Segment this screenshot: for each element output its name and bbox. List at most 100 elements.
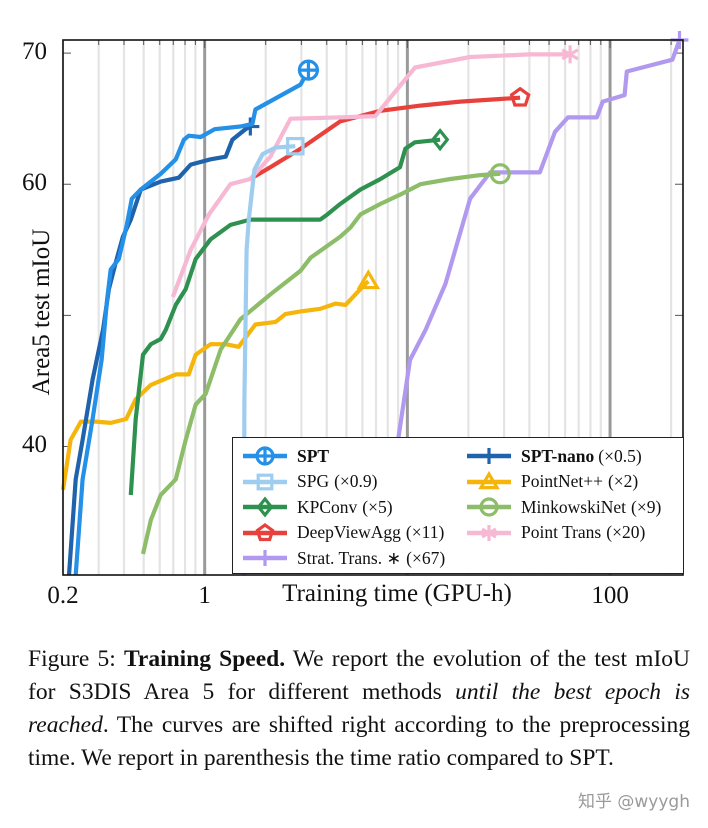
- legend-label: DeepViewAgg: [297, 522, 401, 542]
- legend-item: MinkowskiNet (×9): [465, 495, 661, 519]
- marker-triangle: [478, 470, 500, 489]
- series-line: [396, 39, 682, 441]
- series-spg: [241, 136, 305, 576]
- x-tick-label: 0.2: [47, 582, 79, 609]
- marker-triangle: [356, 269, 381, 290]
- legend-label: MinkowskiNet: [521, 496, 626, 517]
- series-pointnet: [60, 269, 381, 491]
- watermark: 知乎 @wyygh: [578, 792, 690, 812]
- legend-label: SPT-nano: [521, 445, 595, 466]
- legend-swatch: [467, 448, 511, 464]
- marker-asterisk: [481, 524, 497, 541]
- marker-asterisk: [561, 45, 579, 64]
- legend-label: SPG: [297, 471, 330, 491]
- legend-label: Point Trans: [521, 522, 602, 542]
- marker-circle-plus: [255, 446, 275, 466]
- series-point-trans: [170, 45, 579, 298]
- legend-ratio: (×11): [405, 522, 445, 542]
- legend: SPT SPT-nano (×0.5) SPG (×0.9) PointNet++ (×2)…: [232, 437, 684, 574]
- legend-swatch: [243, 522, 287, 541]
- axes-frame: [62, 39, 684, 576]
- legend-swatch: [467, 524, 511, 541]
- series-line: [170, 52, 571, 298]
- series-kpconv: [128, 128, 450, 496]
- marker-diamond: [256, 496, 274, 518]
- series-line: [128, 137, 441, 496]
- series-deepviewagg: [251, 86, 531, 180]
- legend-ratio: (×0.5): [598, 445, 642, 466]
- series-spt: [73, 59, 320, 576]
- y-tick-label: 70: [22, 38, 47, 66]
- series-minkowskinet: [140, 163, 511, 555]
- legend-ratio: (×5): [362, 496, 393, 517]
- legend-label: SPT: [297, 445, 330, 466]
- marker-pentagon: [509, 86, 531, 107]
- legend-item: SPG (×0.9): [241, 470, 378, 494]
- marker-pentagon: [255, 522, 275, 541]
- series-line: [73, 69, 311, 576]
- legend-label: Strat. Trans. ∗: [297, 547, 402, 568]
- legend-ratio: (×0.9): [334, 471, 378, 491]
- x-tick-label: 1: [198, 582, 211, 609]
- legend-item: KPConv (×5): [241, 495, 393, 519]
- caption-text-1: We report the evolution of the test mIoU…: [28, 646, 691, 705]
- marker-triangle: [478, 470, 500, 489]
- legend-ratio: (×67): [406, 547, 446, 568]
- legend-swatch: [243, 550, 287, 566]
- x-tick-label: 100: [591, 582, 629, 609]
- legend-label: KPConv: [297, 496, 358, 517]
- marker-cross: [257, 448, 273, 464]
- marker-circle-plus: [297, 59, 320, 81]
- figure-caption: Figure 5: Training Speed. We report the …: [28, 643, 690, 775]
- legend-item: Strat. Trans. ∗ (×67): [241, 546, 445, 570]
- marker-circle: [489, 163, 511, 185]
- caption-text-2: . The curves are shifted right according…: [28, 712, 690, 771]
- series-strat-trans: [396, 31, 689, 441]
- series-line: [60, 279, 370, 491]
- legend-swatch: [243, 473, 287, 490]
- marker-cross: [299, 61, 318, 80]
- marker-asterisk: [561, 45, 579, 64]
- marker-diamond: [256, 496, 274, 518]
- marker-triangle: [356, 269, 381, 290]
- legend-item: DeepViewAgg (×11): [241, 521, 444, 545]
- legend-ratio: (×2): [607, 471, 639, 491]
- marker-plus: [257, 550, 273, 566]
- series-lines: [60, 31, 689, 576]
- marker-asterisk: [481, 524, 497, 541]
- legend-swatch: [467, 470, 511, 489]
- marker-pentagon: [255, 522, 275, 541]
- series-line: [241, 144, 296, 576]
- marker-pentagon: [509, 86, 531, 107]
- caption-figure-label: Figure 5:: [28, 646, 116, 672]
- series-line: [140, 171, 501, 555]
- legend-item: Point Trans (×20): [465, 521, 645, 545]
- legend-item: PointNet++ (×2): [465, 470, 638, 494]
- legend-ratio: (×9): [631, 496, 662, 517]
- x-axis-label: Training time (GPU-h): [276, 580, 518, 608]
- marker-square: [286, 136, 305, 156]
- legend-swatch: [243, 446, 287, 466]
- marker-circle: [489, 163, 511, 185]
- legend-label: PointNet++: [521, 471, 603, 491]
- legend-item: SPT: [241, 444, 333, 468]
- marker-cross: [481, 448, 497, 464]
- marker-square: [256, 473, 274, 490]
- legend-swatch: [467, 497, 511, 517]
- marker-diamond: [430, 128, 450, 152]
- marker-cross: [257, 550, 273, 566]
- series-line: [66, 124, 252, 576]
- y-tick-label: 60: [22, 169, 47, 197]
- legend-swatch: [243, 496, 287, 518]
- marker-circle: [479, 497, 499, 517]
- legend-ratio: (×20): [606, 522, 646, 542]
- caption-title: Training Speed.: [123, 646, 286, 672]
- y-tick-label: 40: [22, 431, 47, 459]
- marker-square: [256, 473, 274, 490]
- marker-square: [286, 136, 305, 156]
- marker-diamond: [430, 128, 450, 152]
- marker-circle: [479, 497, 499, 517]
- legend-item: SPT-nano (×0.5): [465, 444, 642, 468]
- marker-plus: [481, 448, 497, 464]
- caption-italic: until the best epoch is reached: [28, 679, 691, 738]
